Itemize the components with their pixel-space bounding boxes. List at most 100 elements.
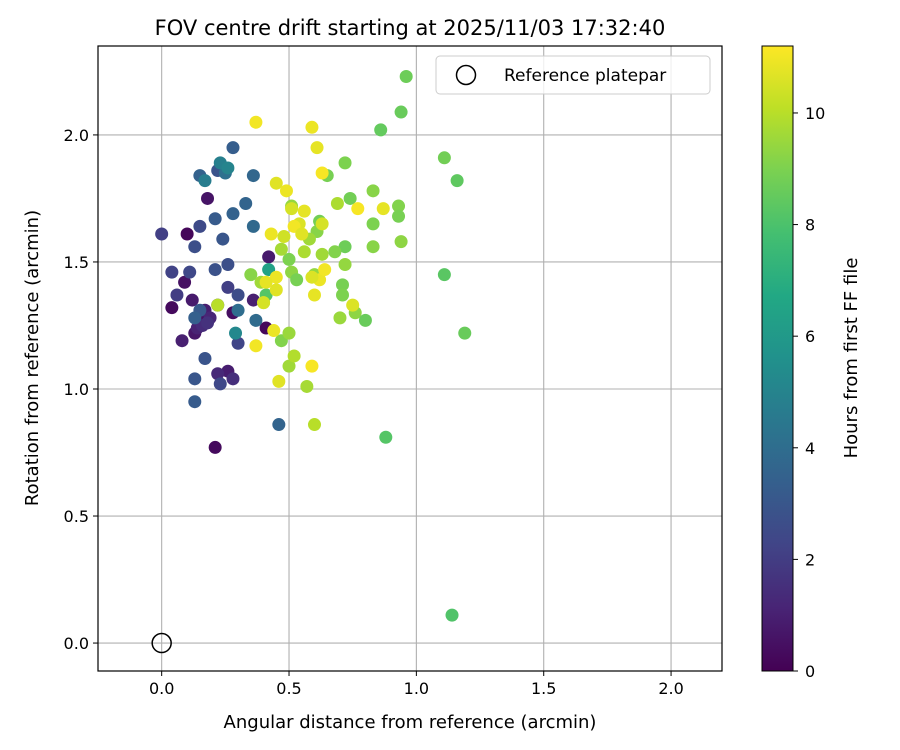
y-tick-label: 1.0 (64, 380, 89, 399)
data-point (213, 377, 227, 391)
data-point (295, 227, 309, 241)
data-point (330, 197, 344, 211)
data-point (269, 283, 283, 297)
data-point (285, 202, 299, 216)
data-point (310, 141, 324, 155)
data-point (211, 367, 225, 381)
data-point (374, 123, 388, 137)
data-point (244, 268, 258, 282)
legend-entry-label: Reference platepar (504, 66, 666, 86)
data-point (290, 273, 304, 287)
data-point (208, 212, 222, 226)
data-point (346, 298, 360, 312)
data-point (376, 202, 390, 216)
data-point (437, 268, 451, 282)
data-point (458, 326, 472, 340)
colorbar-tick-label: 0 (805, 662, 815, 681)
data-point (246, 293, 260, 307)
colorbar: 0 2 4 6 8 10 Hours from first FF file (761, 45, 862, 681)
data-point (445, 608, 459, 622)
data-point (394, 235, 408, 249)
reference-marker-layer (151, 632, 172, 654)
data-point (170, 288, 184, 302)
data-point (333, 311, 347, 325)
data-point (178, 275, 192, 289)
data-point (305, 270, 319, 284)
data-point (269, 270, 283, 284)
data-point (307, 418, 321, 432)
colorbar-tick-label: 6 (805, 327, 815, 346)
data-point (450, 174, 464, 188)
data-point (165, 301, 179, 315)
data-point (392, 199, 406, 213)
data-point (274, 242, 288, 256)
data-point (336, 288, 350, 302)
data-point (315, 247, 329, 261)
data-point (226, 372, 240, 386)
data-point (229, 326, 243, 340)
y-tick-label: 2.0 (64, 126, 89, 145)
data-point (221, 161, 235, 175)
data-point (239, 197, 253, 211)
data-point (366, 184, 380, 198)
data-point (246, 219, 260, 233)
data-point (193, 219, 207, 233)
data-point (287, 349, 301, 363)
data-point (282, 359, 296, 373)
data-point (394, 105, 408, 119)
data-point (338, 257, 352, 271)
data-point (216, 232, 230, 246)
data-point (185, 293, 199, 307)
data-point (183, 265, 197, 279)
data-point (343, 191, 357, 205)
data-point (208, 263, 222, 277)
data-point (305, 120, 319, 134)
data-point (315, 217, 329, 231)
x-axis-label: Angular distance from reference (arcmin) (224, 712, 597, 733)
data-point (272, 418, 286, 432)
data-point (338, 156, 352, 170)
x-tick-label: 1.0 (404, 679, 429, 698)
data-point (366, 240, 380, 254)
colorbar-tick-label: 2 (805, 550, 815, 569)
data-point (392, 209, 406, 223)
data-point (246, 169, 260, 183)
data-point (211, 298, 225, 312)
data-point (305, 359, 319, 373)
data-points (155, 69, 472, 622)
data-point (188, 395, 202, 409)
data-point (249, 339, 263, 353)
data-point (264, 227, 278, 241)
data-point (226, 141, 240, 155)
y-tick-label: 1.5 (64, 253, 89, 272)
data-point (300, 379, 314, 393)
data-point (201, 316, 215, 330)
data-point (165, 265, 179, 279)
y-axis-ticks: 0.0 0.5 1.0 1.5 2.0 (64, 126, 98, 653)
data-point (198, 174, 212, 188)
data-point (221, 257, 235, 271)
legend: Reference platepar (435, 55, 711, 95)
data-point (249, 313, 263, 327)
data-point (277, 230, 291, 244)
plot-frame (97, 45, 723, 672)
data-point (249, 115, 263, 129)
chart-title: FOV centre drift starting at 2025/11/03 … (155, 16, 666, 40)
data-point (399, 69, 413, 83)
grid-lines (98, 46, 722, 671)
x-axis-ticks: 0.0 0.5 1.0 1.5 2.0 (149, 671, 684, 698)
data-point (188, 240, 202, 254)
data-point (366, 217, 380, 231)
colorbar-gradient (761, 45, 794, 672)
data-point (307, 288, 321, 302)
legend-reference-marker (455, 64, 477, 86)
data-point (267, 324, 281, 338)
data-point (201, 191, 215, 205)
y-tick-label: 0.0 (64, 634, 89, 653)
data-point (338, 240, 352, 254)
x-tick-label: 0.5 (276, 679, 301, 698)
legend-box (435, 55, 711, 95)
data-point (282, 326, 296, 340)
colorbar-ticks: 0 2 4 6 8 10 (793, 104, 825, 681)
data-point (282, 252, 296, 266)
